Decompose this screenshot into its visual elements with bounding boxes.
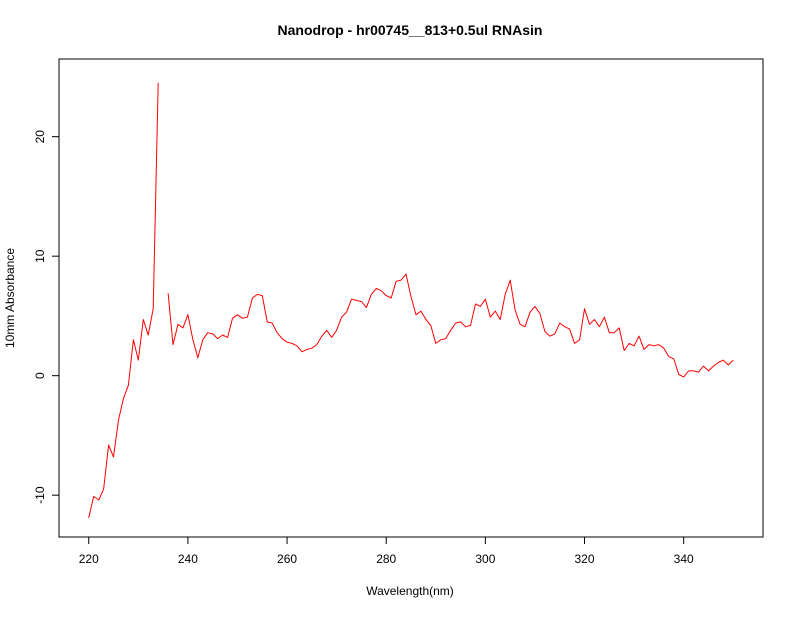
series-line [88,82,159,519]
x-tick-label: 340 [674,552,694,566]
x-tick-label: 260 [277,552,297,566]
y-tick-label: 20 [33,130,47,144]
series-line [167,273,734,378]
x-tick-label: 220 [79,552,99,566]
series-layer [88,82,734,519]
x-axis-label: Wavelength(nm) [366,584,454,598]
x-tick-label: 240 [178,552,198,566]
chart-title: Nanodrop - hr00745__813+0.5ul RNAsin [278,22,543,38]
x-tick-label: 320 [575,552,595,566]
y-axis: -10 0 10 20 [33,130,60,504]
x-tick-label: 300 [475,552,495,566]
x-tick-label: 280 [376,552,396,566]
y-tick-label: 0 [33,372,47,379]
y-axis-label: 10mm Absorbance [3,248,17,348]
y-tick-label: -10 [33,486,47,504]
y-tick-label: 10 [33,249,47,263]
x-axis: 220 240 260 280 300 320 340 [79,536,694,566]
